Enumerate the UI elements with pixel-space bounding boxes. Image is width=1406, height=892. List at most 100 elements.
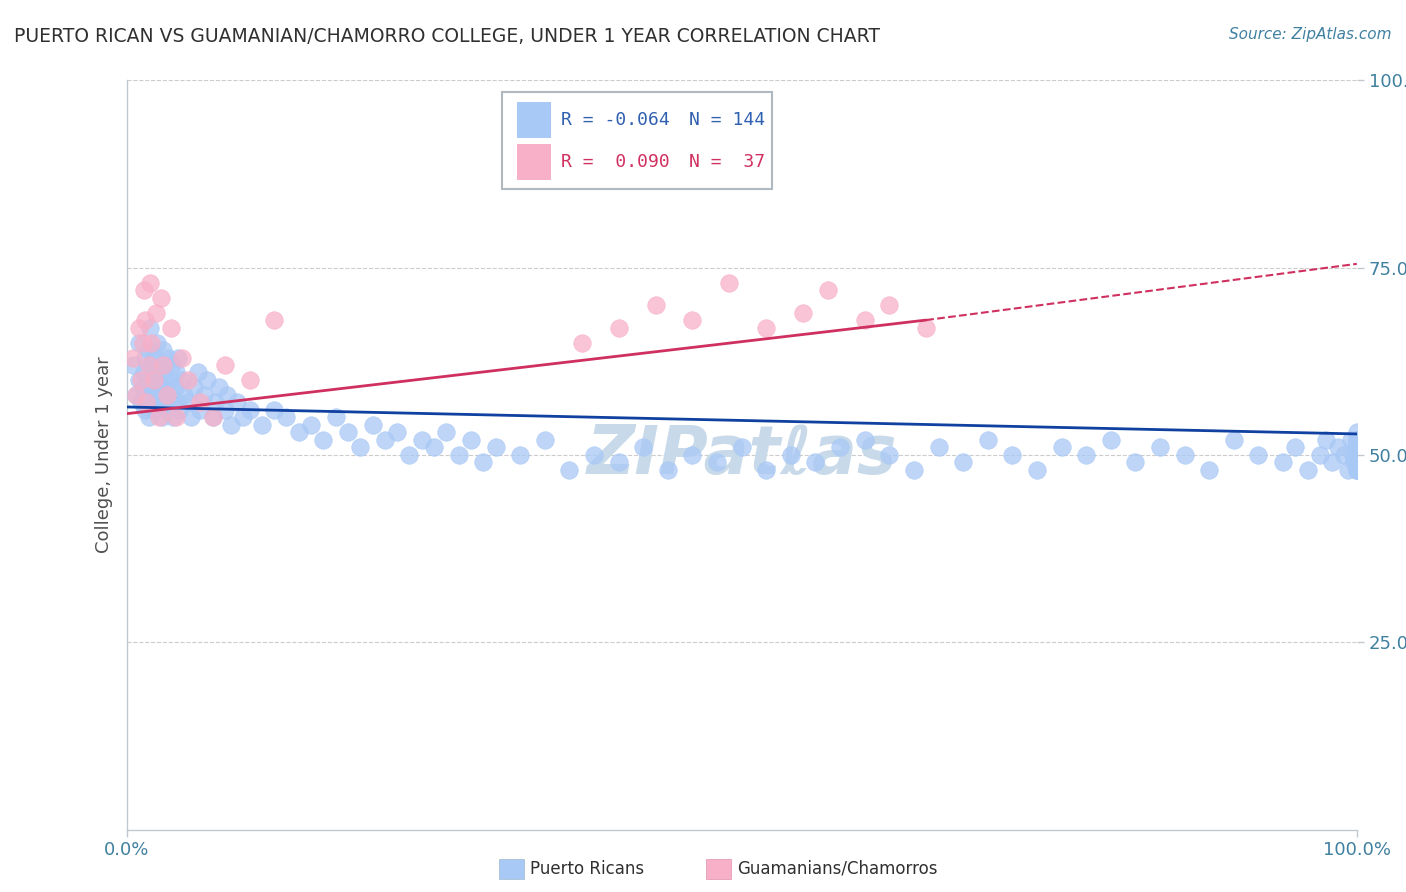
Point bbox=[349, 441, 371, 455]
Point bbox=[177, 373, 200, 387]
Text: ZIPatℓas: ZIPatℓas bbox=[586, 422, 897, 488]
Text: N = 144: N = 144 bbox=[689, 111, 765, 129]
Point bbox=[976, 433, 998, 447]
Point bbox=[682, 313, 704, 327]
Point bbox=[134, 403, 156, 417]
Point bbox=[460, 433, 482, 447]
Point bbox=[1333, 448, 1355, 462]
Point bbox=[201, 410, 224, 425]
Point bbox=[423, 441, 446, 455]
Point bbox=[534, 433, 557, 447]
Point bbox=[484, 441, 508, 455]
Point bbox=[1341, 448, 1364, 462]
Point bbox=[208, 380, 231, 394]
Point bbox=[128, 320, 150, 334]
Point bbox=[159, 373, 181, 387]
Point bbox=[167, 351, 190, 365]
Point bbox=[239, 373, 262, 387]
Point bbox=[134, 313, 156, 327]
Point bbox=[472, 455, 495, 469]
Text: Source: ZipAtlas.com: Source: ZipAtlas.com bbox=[1229, 27, 1392, 42]
Point bbox=[160, 358, 183, 372]
Y-axis label: College, Under 1 year: College, Under 1 year bbox=[94, 357, 112, 553]
Text: Puerto Ricans: Puerto Ricans bbox=[530, 860, 644, 878]
Point bbox=[193, 388, 215, 402]
Point bbox=[1309, 448, 1331, 462]
Point bbox=[152, 343, 174, 357]
Point bbox=[219, 417, 242, 432]
Point bbox=[263, 403, 285, 417]
Point bbox=[169, 403, 191, 417]
Point bbox=[1346, 433, 1368, 447]
Point bbox=[150, 410, 173, 425]
Point bbox=[299, 417, 322, 432]
Text: N =  37: N = 37 bbox=[689, 153, 765, 171]
FancyBboxPatch shape bbox=[502, 92, 772, 189]
Point bbox=[121, 358, 143, 372]
Point bbox=[1346, 455, 1368, 469]
Point bbox=[150, 291, 172, 305]
Point bbox=[1346, 433, 1368, 447]
Point bbox=[398, 448, 420, 462]
Point bbox=[217, 388, 239, 402]
Point bbox=[1346, 463, 1368, 477]
Point bbox=[436, 425, 458, 440]
Point bbox=[125, 388, 148, 402]
Point bbox=[204, 395, 226, 409]
Point bbox=[143, 351, 166, 365]
Point bbox=[179, 410, 202, 425]
Point bbox=[188, 395, 211, 409]
Point bbox=[1346, 463, 1368, 477]
Point bbox=[1026, 463, 1049, 477]
Point bbox=[187, 366, 209, 380]
Point bbox=[141, 380, 163, 394]
Point bbox=[1340, 433, 1362, 447]
Point bbox=[148, 410, 170, 425]
Point bbox=[131, 380, 153, 394]
Point bbox=[792, 305, 814, 319]
Point bbox=[1346, 441, 1368, 455]
Point bbox=[877, 298, 900, 312]
Text: PUERTO RICAN VS GUAMANIAN/CHAMORRO COLLEGE, UNDER 1 YEAR CORRELATION CHART: PUERTO RICAN VS GUAMANIAN/CHAMORRO COLLE… bbox=[14, 27, 880, 45]
Point bbox=[239, 403, 262, 417]
Point bbox=[142, 373, 165, 387]
Point bbox=[201, 410, 224, 425]
Point bbox=[129, 373, 153, 387]
Point bbox=[1346, 425, 1368, 440]
Point bbox=[755, 320, 778, 334]
Point bbox=[361, 417, 384, 432]
Point bbox=[1271, 455, 1294, 469]
Point bbox=[214, 403, 236, 417]
Point bbox=[1076, 448, 1098, 462]
Point bbox=[1315, 433, 1337, 447]
Point bbox=[170, 351, 193, 365]
Point bbox=[312, 433, 335, 447]
Point bbox=[1198, 463, 1220, 477]
Point bbox=[152, 366, 174, 380]
Point bbox=[1346, 448, 1368, 462]
Point bbox=[142, 403, 165, 417]
Point bbox=[232, 410, 254, 425]
Point bbox=[1125, 455, 1147, 469]
Point bbox=[157, 351, 180, 365]
Point bbox=[1346, 455, 1368, 469]
Point bbox=[226, 395, 249, 409]
Point bbox=[1346, 433, 1368, 447]
Text: R = -0.064: R = -0.064 bbox=[561, 111, 669, 129]
Bar bbox=[516, 144, 551, 180]
Point bbox=[1346, 433, 1368, 447]
Point bbox=[139, 320, 162, 334]
Point bbox=[145, 305, 167, 319]
Point bbox=[1343, 455, 1365, 469]
Point bbox=[1223, 433, 1246, 447]
Point bbox=[165, 410, 187, 425]
Point bbox=[1346, 463, 1368, 477]
Point bbox=[607, 455, 630, 469]
Point bbox=[1099, 433, 1122, 447]
Point bbox=[145, 388, 167, 402]
Point bbox=[146, 335, 169, 350]
Point bbox=[1346, 455, 1368, 469]
Point bbox=[903, 463, 925, 477]
Point bbox=[1346, 448, 1368, 462]
Point bbox=[149, 358, 172, 372]
